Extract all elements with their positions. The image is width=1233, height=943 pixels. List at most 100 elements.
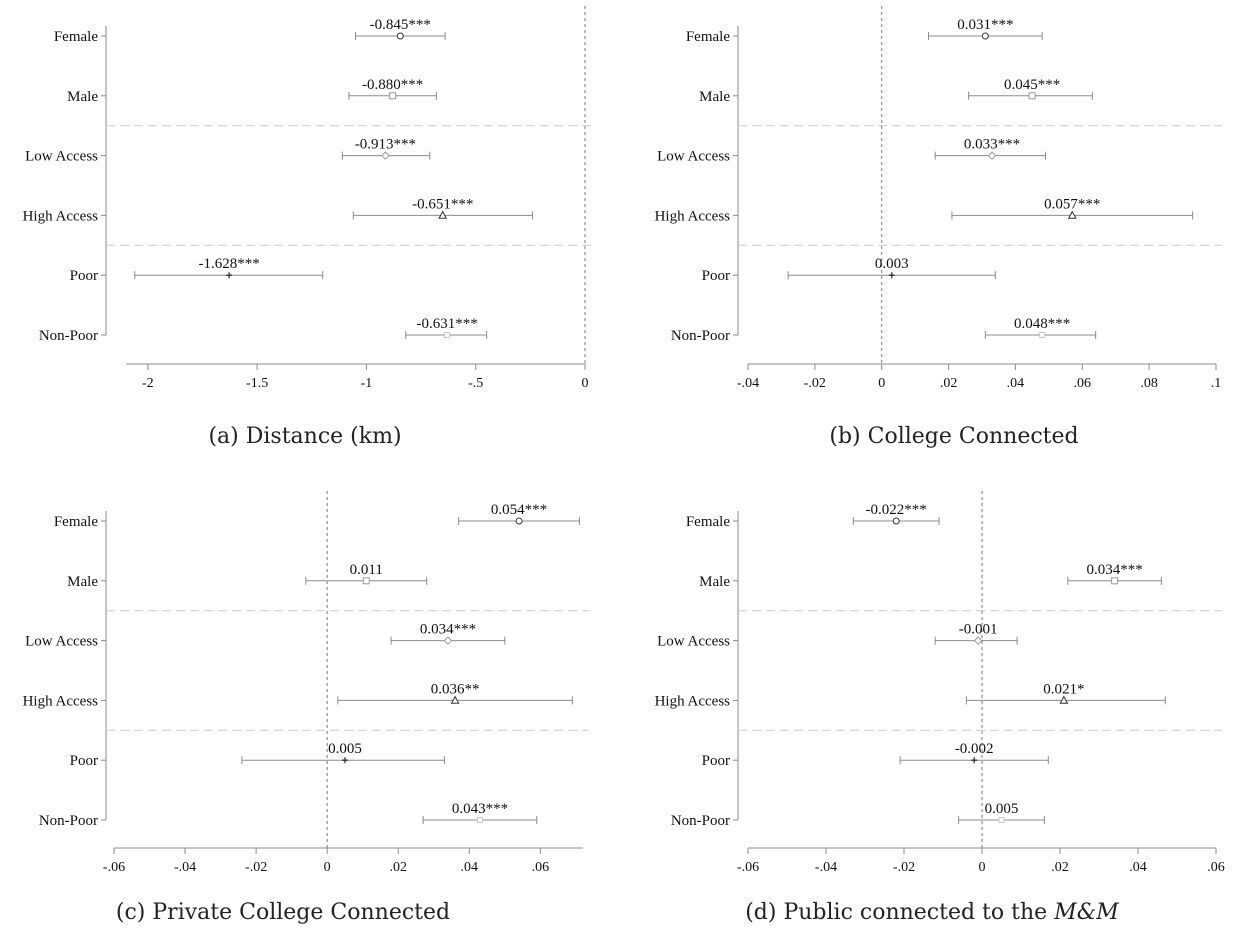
point-estimate-male <box>1028 92 1036 100</box>
point-estimate-high-access <box>1059 695 1069 704</box>
caption-b: (b) College Connected <box>829 424 1079 449</box>
y-tick-label-female: Female <box>54 514 98 530</box>
point-estimate-low-access <box>443 636 453 645</box>
x-tick-label: -.02 <box>804 376 826 391</box>
y-tick-label-low-access: Low Access <box>25 149 98 165</box>
point-estimate-male <box>362 577 370 585</box>
x-tick-label: -.06 <box>737 860 759 875</box>
y-tick-label-non-poor: Non-Poor <box>39 328 98 344</box>
caption-d-italic: M&M <box>1054 900 1119 925</box>
y-tick-label-non-poor: Non-Poor <box>671 813 730 829</box>
point-estimate-high-access <box>450 695 460 704</box>
point-estimate-low-access <box>987 151 997 160</box>
point-estimate-high-access <box>438 210 448 219</box>
x-tick-label: .1 <box>1211 376 1222 391</box>
y-tick-label-high-access: High Access <box>23 208 99 224</box>
point-estimate-male <box>389 92 397 100</box>
y-tick-label-high-access: High Access <box>23 693 99 709</box>
caption-c: (c) Private College Connected <box>115 900 451 925</box>
x-tick-label: .06 <box>1207 860 1225 875</box>
estimate-label-female: 0.031*** <box>957 17 1013 33</box>
caption-a: (a) Distance (km) <box>208 424 402 449</box>
panel-b: Female Male Low Access High Access Poor Non-P… <box>655 6 1222 391</box>
x-tick-label: -.04 <box>815 860 837 875</box>
estimate-label-low-access: 0.033*** <box>964 137 1020 153</box>
point-estimate-female <box>396 32 404 40</box>
y-tick-label-poor: Poor <box>702 753 730 769</box>
caption-d: (d) Public connected to the M&M <box>745 900 1119 925</box>
x-tick-label: -.5 <box>468 376 483 391</box>
point-estimate-poor <box>971 757 978 764</box>
point-estimate-poor <box>226 272 233 279</box>
estimate-label-high-access: 0.021* <box>1043 681 1084 697</box>
point-estimate-non-poor <box>1039 332 1046 338</box>
point-estimate-low-access <box>973 636 983 645</box>
y-tick-label-poor: Poor <box>70 268 98 284</box>
estimate-label-low-access: -0.913*** <box>355 137 416 153</box>
y-tick-label-male: Male <box>699 89 730 105</box>
y-tick-label-male: Male <box>699 574 730 590</box>
x-tick-label: .04 <box>1007 376 1025 391</box>
x-tick-label: .02 <box>1051 860 1069 875</box>
point-estimate-female <box>515 517 523 525</box>
estimate-label-non-poor: 0.043*** <box>452 801 508 817</box>
x-tick-label: 0 <box>979 860 986 875</box>
x-tick-label: -1.5 <box>246 376 268 391</box>
estimate-label-low-access: 0.034*** <box>420 622 476 638</box>
point-estimate-high-access <box>1067 210 1077 219</box>
x-tick-label: 0 <box>324 860 331 875</box>
x-tick-label: -1 <box>361 376 373 391</box>
point-estimate-low-access <box>381 151 390 160</box>
y-tick-label-non-poor: Non-Poor <box>671 328 730 344</box>
x-tick-label: 0 <box>878 376 885 391</box>
y-tick-label-poor: Poor <box>702 268 730 284</box>
y-tick-label-non-poor: Non-Poor <box>39 813 98 829</box>
point-estimate-poor <box>341 757 348 764</box>
estimate-label-male: 0.045*** <box>1004 77 1060 93</box>
y-tick-label-high-access: High Access <box>655 208 731 224</box>
estimate-label-female: 0.054*** <box>491 502 547 518</box>
x-tick-label: -.04 <box>737 376 759 391</box>
panel-d: Female Male Low Access High Access Poor Non-P… <box>655 491 1225 875</box>
panel-a: Female Male Low Access High Access Poor Non-P… <box>23 6 591 391</box>
estimate-label-male: 0.011 <box>350 562 383 578</box>
x-tick-label: .06 <box>1074 376 1092 391</box>
x-tick-label: .02 <box>389 860 407 875</box>
y-tick-label-low-access: Low Access <box>25 634 98 650</box>
x-tick-label: -.06 <box>103 860 125 875</box>
point-estimate-female <box>892 517 900 525</box>
estimate-label-female: -0.022*** <box>866 502 927 518</box>
estimate-label-poor: -1.628*** <box>199 256 260 272</box>
y-tick-label-male: Male <box>67 89 98 105</box>
estimate-label-poor: 0.003 <box>875 256 909 272</box>
estimate-label-high-access: -0.651*** <box>412 196 473 212</box>
x-tick-label: -.04 <box>174 860 196 875</box>
estimate-label-poor: 0.005 <box>328 741 362 757</box>
y-tick-label-low-access: Low Access <box>657 149 730 165</box>
y-tick-label-female: Female <box>54 29 98 45</box>
x-tick-label: 0 <box>582 376 589 391</box>
x-tick-label: .04 <box>461 860 479 875</box>
y-tick-label-low-access: Low Access <box>657 634 730 650</box>
point-estimate-non-poor <box>476 817 483 823</box>
estimate-label-poor: -0.002 <box>955 741 994 757</box>
point-estimate-male <box>1111 577 1119 585</box>
point-estimate-non-poor <box>444 332 451 338</box>
y-tick-label-female: Female <box>686 29 730 45</box>
point-estimate-non-poor <box>998 817 1005 823</box>
panel-c: Female Male Low Access High Access Poor Non-P… <box>23 491 589 875</box>
estimate-label-high-access: 0.036** <box>431 681 480 697</box>
estimate-label-non-poor: 0.005 <box>985 801 1019 817</box>
x-tick-label: -.02 <box>893 860 915 875</box>
estimate-label-male: 0.034*** <box>1086 562 1142 578</box>
estimate-label-high-access: 0.057*** <box>1044 196 1100 212</box>
y-tick-label-high-access: High Access <box>655 693 731 709</box>
y-tick-label-male: Male <box>67 574 98 590</box>
point-estimate-female <box>981 32 989 40</box>
y-tick-label-female: Female <box>686 514 730 530</box>
estimate-label-female: -0.845*** <box>370 17 431 33</box>
x-tick-label: .06 <box>532 860 550 875</box>
estimate-label-male: -0.880*** <box>362 77 423 93</box>
x-tick-label: .04 <box>1129 860 1147 875</box>
